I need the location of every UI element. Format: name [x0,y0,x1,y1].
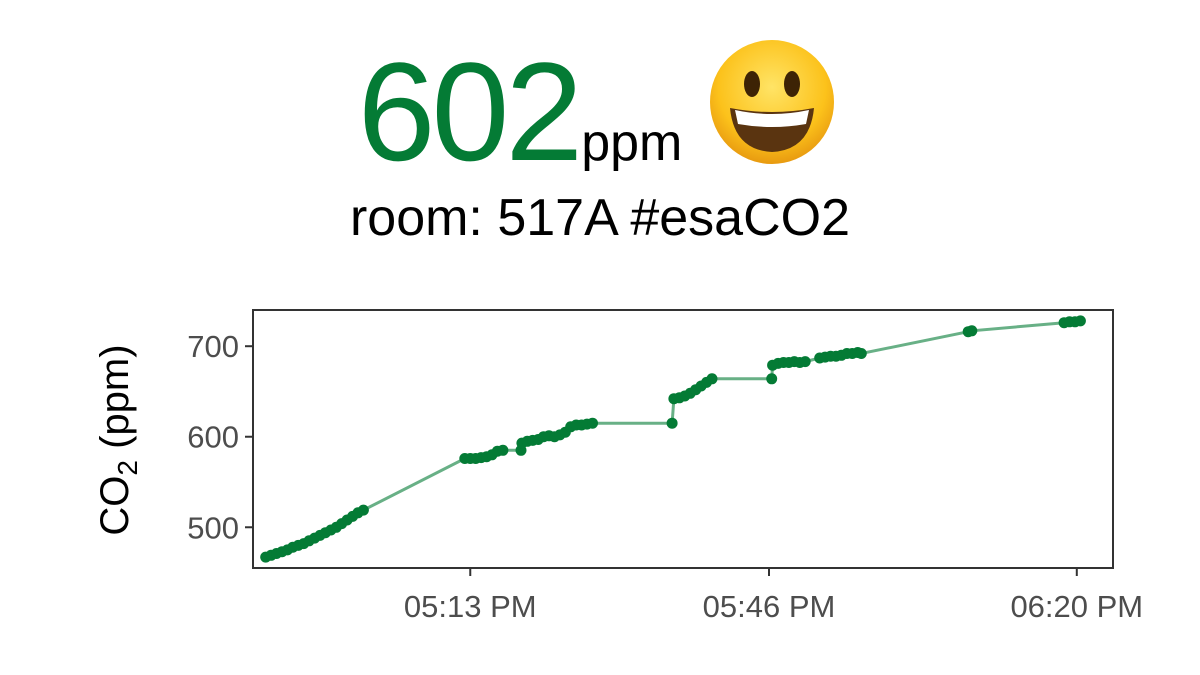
header: 602ppm room: 517A #esaCO2 [0,0,1200,260]
y-axis-title-subscript: 2 [112,460,143,476]
room-label: room: 517A #esaCO2 [349,189,851,247]
x-tick-label: 06:20 PM [1010,589,1143,624]
y-tick-label: 500 [187,510,239,545]
data-point [706,373,718,385]
co2-value: 602 [357,33,584,190]
data-point [666,417,678,429]
x-axis: 05:13 PM 05:46 PM 06:20 PM [404,568,1143,624]
y-axis-title-main: CO [93,476,137,536]
x-tick-label: 05:46 PM [703,589,836,624]
grinning-face-icon [702,32,842,172]
y-tick-label: 600 [187,420,239,455]
y-axis-title-tail: (ppm) [93,344,137,460]
data-point [966,325,978,337]
data-point [1074,315,1086,327]
y-axis-title: CO2 (ppm) [93,344,143,535]
data-point [799,356,811,368]
x-tick-label: 05:13 PM [404,589,537,624]
co2-unit: ppm [581,114,683,172]
data-point [357,504,369,516]
data-point [766,373,778,385]
data-point [855,348,867,359]
data-point [587,417,598,429]
co2-series-points [260,315,1086,563]
y-tick-label: 700 [187,329,239,364]
y-axis: 500 600 700 [187,329,253,545]
current-reading: 602ppm [0,32,1200,192]
data-point [497,444,509,456]
plot-panel [252,309,1114,569]
